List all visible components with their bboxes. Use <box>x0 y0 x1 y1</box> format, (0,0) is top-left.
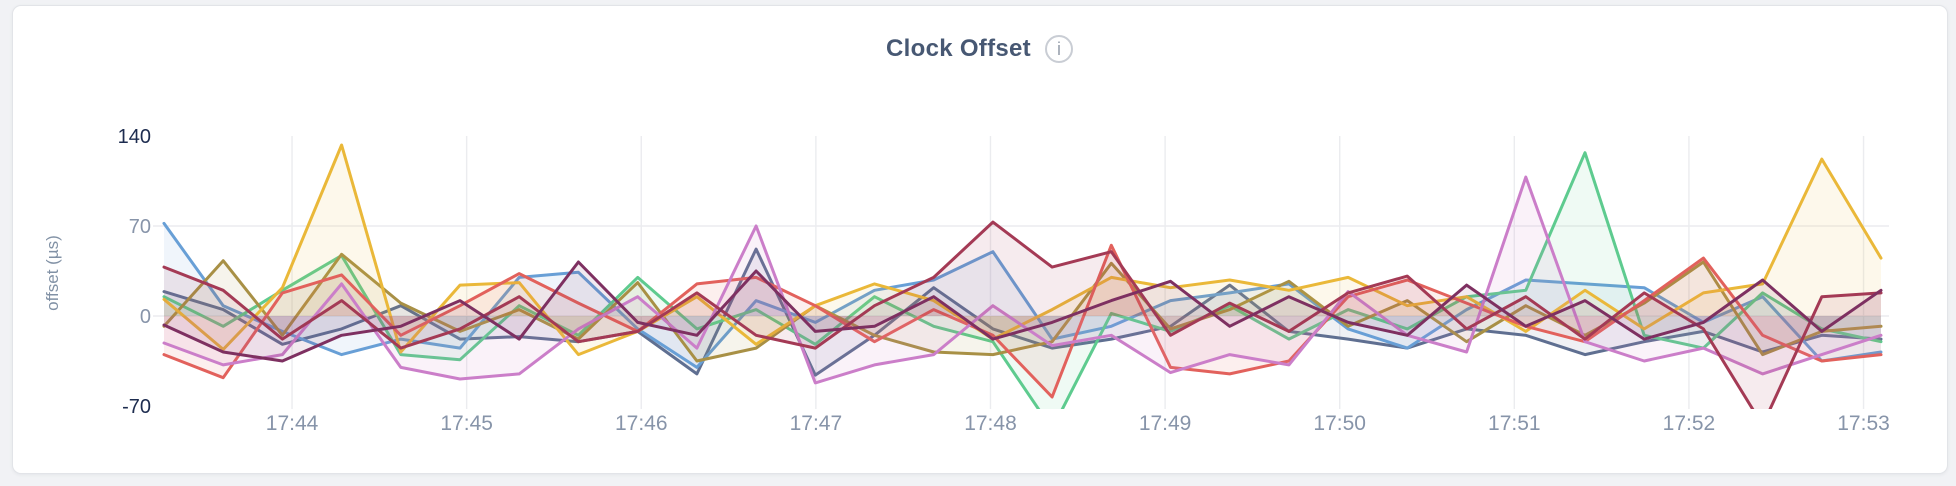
series-group <box>162 143 1883 409</box>
x-tick-label: 17:47 <box>790 412 843 435</box>
x-tick-label: 17:53 <box>1837 412 1890 435</box>
series-area-green <box>164 152 1881 409</box>
clock-offset-chart-card: Clock Offset i offset (µs) 17:44 17:45 17:… <box>12 5 1948 474</box>
info-icon-circle <box>1044 35 1073 63</box>
x-tick-label: 17:44 <box>266 412 319 435</box>
plot-hover-area[interactable] <box>164 136 1881 406</box>
series-area-blue <box>164 223 1881 368</box>
series-line-blue <box>162 221 1883 369</box>
series-area-plum <box>164 262 1881 361</box>
series-line-orchid <box>162 175 1883 385</box>
chart-title: Clock Offset <box>886 35 1031 62</box>
info-icon[interactable]: i <box>1044 34 1074 64</box>
x-tick-label: 17:50 <box>1313 412 1366 435</box>
y-tick-label: 140 <box>118 126 151 148</box>
y-axis-title: offset (µs) <box>43 235 62 311</box>
series-area-red <box>164 245 1881 397</box>
series-area-khaki <box>164 254 1881 361</box>
x-tick-label: 17:51 <box>1488 412 1541 435</box>
x-tick-label: 17:49 <box>1139 412 1192 435</box>
series-line-green <box>162 151 1883 409</box>
series-line-red <box>162 243 1883 399</box>
clock-offset-line-chart[interactable]: offset (µs) 17:44 17:45 17:46 17:47 17:48 17:… <box>13 6 1945 471</box>
info-icon-glyph: i <box>1057 39 1061 59</box>
series-line-plum <box>162 260 1883 363</box>
x-tick-label: 17:52 <box>1663 412 1716 435</box>
series-line-maroon <box>162 220 1883 409</box>
series-area-orchid <box>164 177 1881 383</box>
x-tick-label: 17:45 <box>440 412 493 435</box>
y-tick-label: 70 <box>129 216 151 238</box>
series-area-maroon <box>164 222 1881 409</box>
series-area-gold <box>164 145 1881 355</box>
y-tick-label: 0 <box>140 306 151 328</box>
x-tick-label: 17:48 <box>964 412 1017 435</box>
x-tick-label: 17:46 <box>615 412 668 435</box>
y-tick-label: -70 <box>122 396 151 418</box>
chart-header: Clock Offset i <box>13 34 1947 64</box>
